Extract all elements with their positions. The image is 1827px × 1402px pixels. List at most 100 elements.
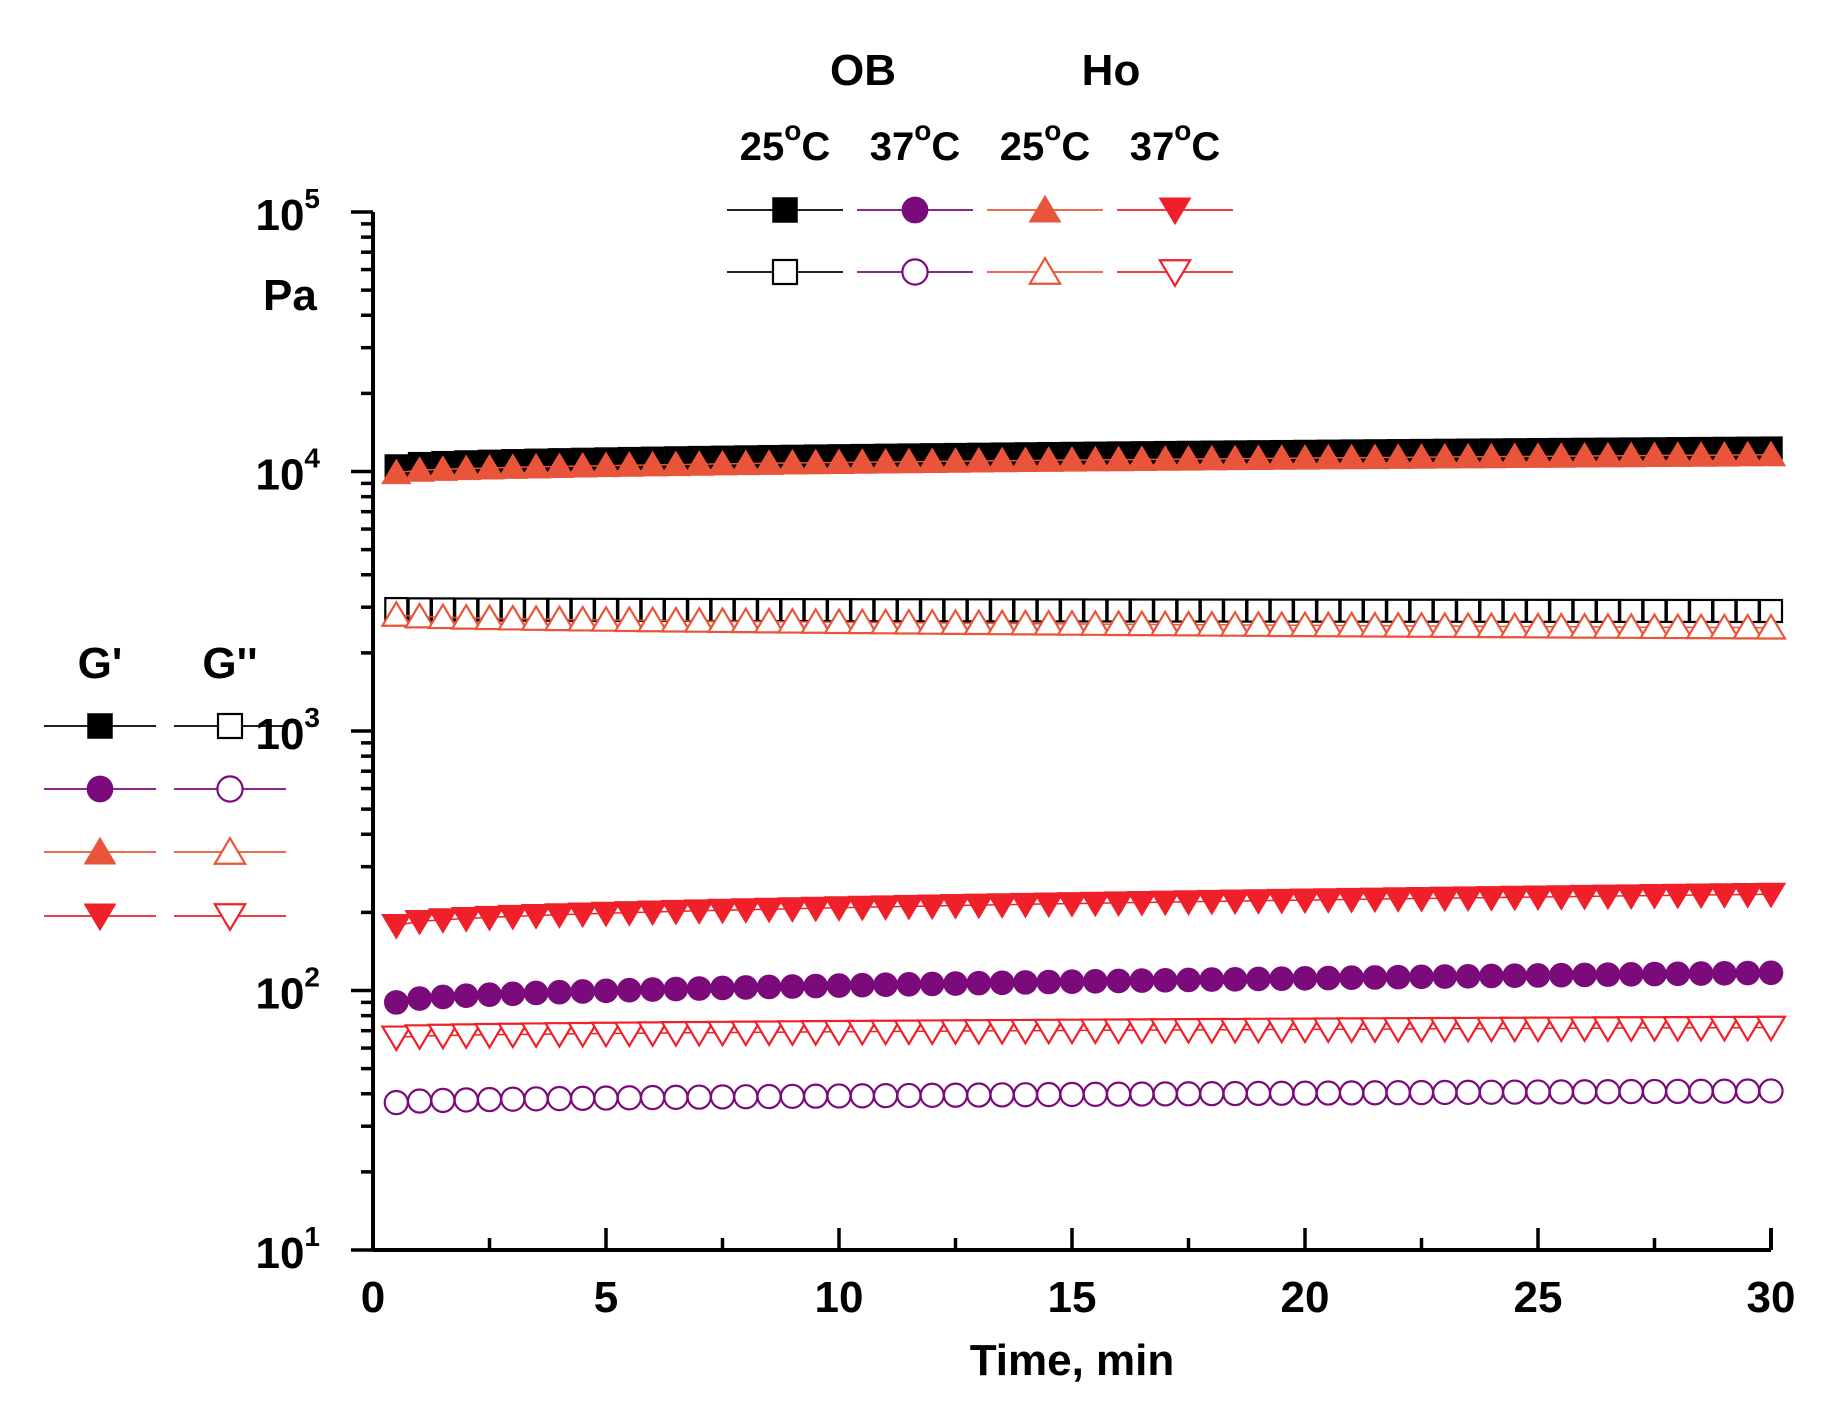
data-point bbox=[1312, 610, 1345, 638]
data-point bbox=[1265, 1017, 1298, 1045]
data-point bbox=[986, 1018, 1018, 1046]
data-point bbox=[869, 607, 902, 635]
data-point bbox=[1362, 965, 1388, 990]
data-point bbox=[660, 1021, 692, 1048]
data-point bbox=[1642, 961, 1667, 987]
data-point bbox=[1428, 611, 1461, 638]
data-point bbox=[940, 894, 971, 920]
data-point bbox=[1289, 888, 1321, 915]
legend-temp-label: 37oC bbox=[1130, 115, 1221, 169]
data-point bbox=[707, 898, 738, 925]
data-point bbox=[686, 1084, 712, 1110]
legend-marker bbox=[1028, 194, 1062, 223]
data-point bbox=[1289, 610, 1321, 638]
data-point bbox=[1359, 1017, 1391, 1044]
data-point bbox=[776, 1020, 809, 1047]
data-point bbox=[1432, 964, 1458, 989]
data-point bbox=[1545, 611, 1578, 639]
data-point bbox=[1056, 892, 1088, 918]
series-7 bbox=[380, 1015, 1787, 1053]
data-point bbox=[1732, 440, 1763, 467]
data-point bbox=[1292, 1080, 1318, 1106]
data-point bbox=[566, 604, 599, 632]
data-point bbox=[380, 600, 413, 627]
data-point bbox=[613, 605, 646, 633]
data-point bbox=[753, 897, 785, 924]
data-point bbox=[1316, 965, 1341, 991]
data-point bbox=[847, 895, 878, 922]
data-point bbox=[1195, 609, 1228, 637]
data-point bbox=[729, 606, 762, 634]
data-point bbox=[803, 1083, 829, 1109]
data-point bbox=[777, 448, 808, 475]
data-point bbox=[1266, 888, 1297, 915]
data-point bbox=[776, 607, 809, 634]
data-point bbox=[1406, 886, 1437, 913]
data-point bbox=[1219, 889, 1251, 916]
data-point bbox=[590, 901, 622, 928]
data-point bbox=[1269, 1080, 1295, 1106]
data-point bbox=[986, 608, 1018, 636]
data-point bbox=[593, 978, 619, 1004]
data-point bbox=[919, 971, 945, 997]
data-point bbox=[1012, 1082, 1039, 1108]
data-point bbox=[1525, 1079, 1551, 1105]
data-point bbox=[636, 605, 669, 633]
data-point bbox=[1618, 962, 1644, 987]
y-tick-label: 103 bbox=[255, 702, 320, 759]
data-point bbox=[663, 1084, 689, 1110]
data-point bbox=[1032, 1018, 1065, 1046]
data-point bbox=[1359, 887, 1391, 914]
data-point bbox=[613, 1021, 646, 1049]
data-point bbox=[430, 984, 456, 1010]
data-point bbox=[1708, 612, 1741, 640]
data-point bbox=[826, 1083, 852, 1109]
data-point bbox=[1079, 609, 1112, 636]
data-point bbox=[1592, 441, 1624, 468]
data-point bbox=[1149, 445, 1181, 471]
data-point bbox=[1571, 1079, 1598, 1105]
data-point bbox=[660, 605, 692, 633]
data-point bbox=[474, 453, 505, 480]
data-point bbox=[986, 446, 1018, 473]
data-point bbox=[570, 979, 596, 1004]
data-point bbox=[407, 986, 432, 1011]
data-point bbox=[660, 899, 692, 926]
data-point bbox=[660, 450, 692, 477]
data-point bbox=[1385, 1080, 1411, 1106]
data-point bbox=[497, 453, 529, 479]
data-point bbox=[520, 1022, 552, 1050]
data-point bbox=[543, 1022, 576, 1049]
data-point bbox=[406, 1088, 433, 1114]
data-point bbox=[1056, 445, 1088, 472]
data-point bbox=[590, 1021, 622, 1049]
data-point bbox=[1032, 608, 1065, 636]
data-point bbox=[567, 451, 598, 478]
data-point bbox=[1731, 612, 1764, 640]
data-point bbox=[427, 1023, 459, 1051]
data-point bbox=[403, 601, 436, 629]
legend-marker bbox=[212, 836, 248, 865]
series-4 bbox=[381, 440, 1787, 485]
data-point bbox=[1009, 1018, 1042, 1046]
data-point bbox=[1246, 966, 1271, 992]
data-point bbox=[1242, 1017, 1275, 1045]
data-point bbox=[1475, 1016, 1508, 1044]
data-point bbox=[523, 1086, 549, 1112]
data-point bbox=[544, 903, 575, 929]
series-3 bbox=[383, 1078, 1784, 1116]
data-point bbox=[1269, 966, 1294, 991]
legend-marker bbox=[1158, 197, 1192, 226]
data-point bbox=[707, 449, 738, 476]
data-point bbox=[1079, 1018, 1112, 1046]
data-point bbox=[473, 1022, 506, 1050]
data-point bbox=[1242, 610, 1275, 637]
data-point bbox=[590, 451, 622, 478]
data-point bbox=[1102, 609, 1135, 637]
data-point bbox=[1569, 441, 1600, 468]
data-point bbox=[683, 606, 716, 633]
data-point bbox=[779, 1083, 806, 1109]
data-point bbox=[869, 1019, 902, 1047]
data-point bbox=[686, 976, 712, 1001]
